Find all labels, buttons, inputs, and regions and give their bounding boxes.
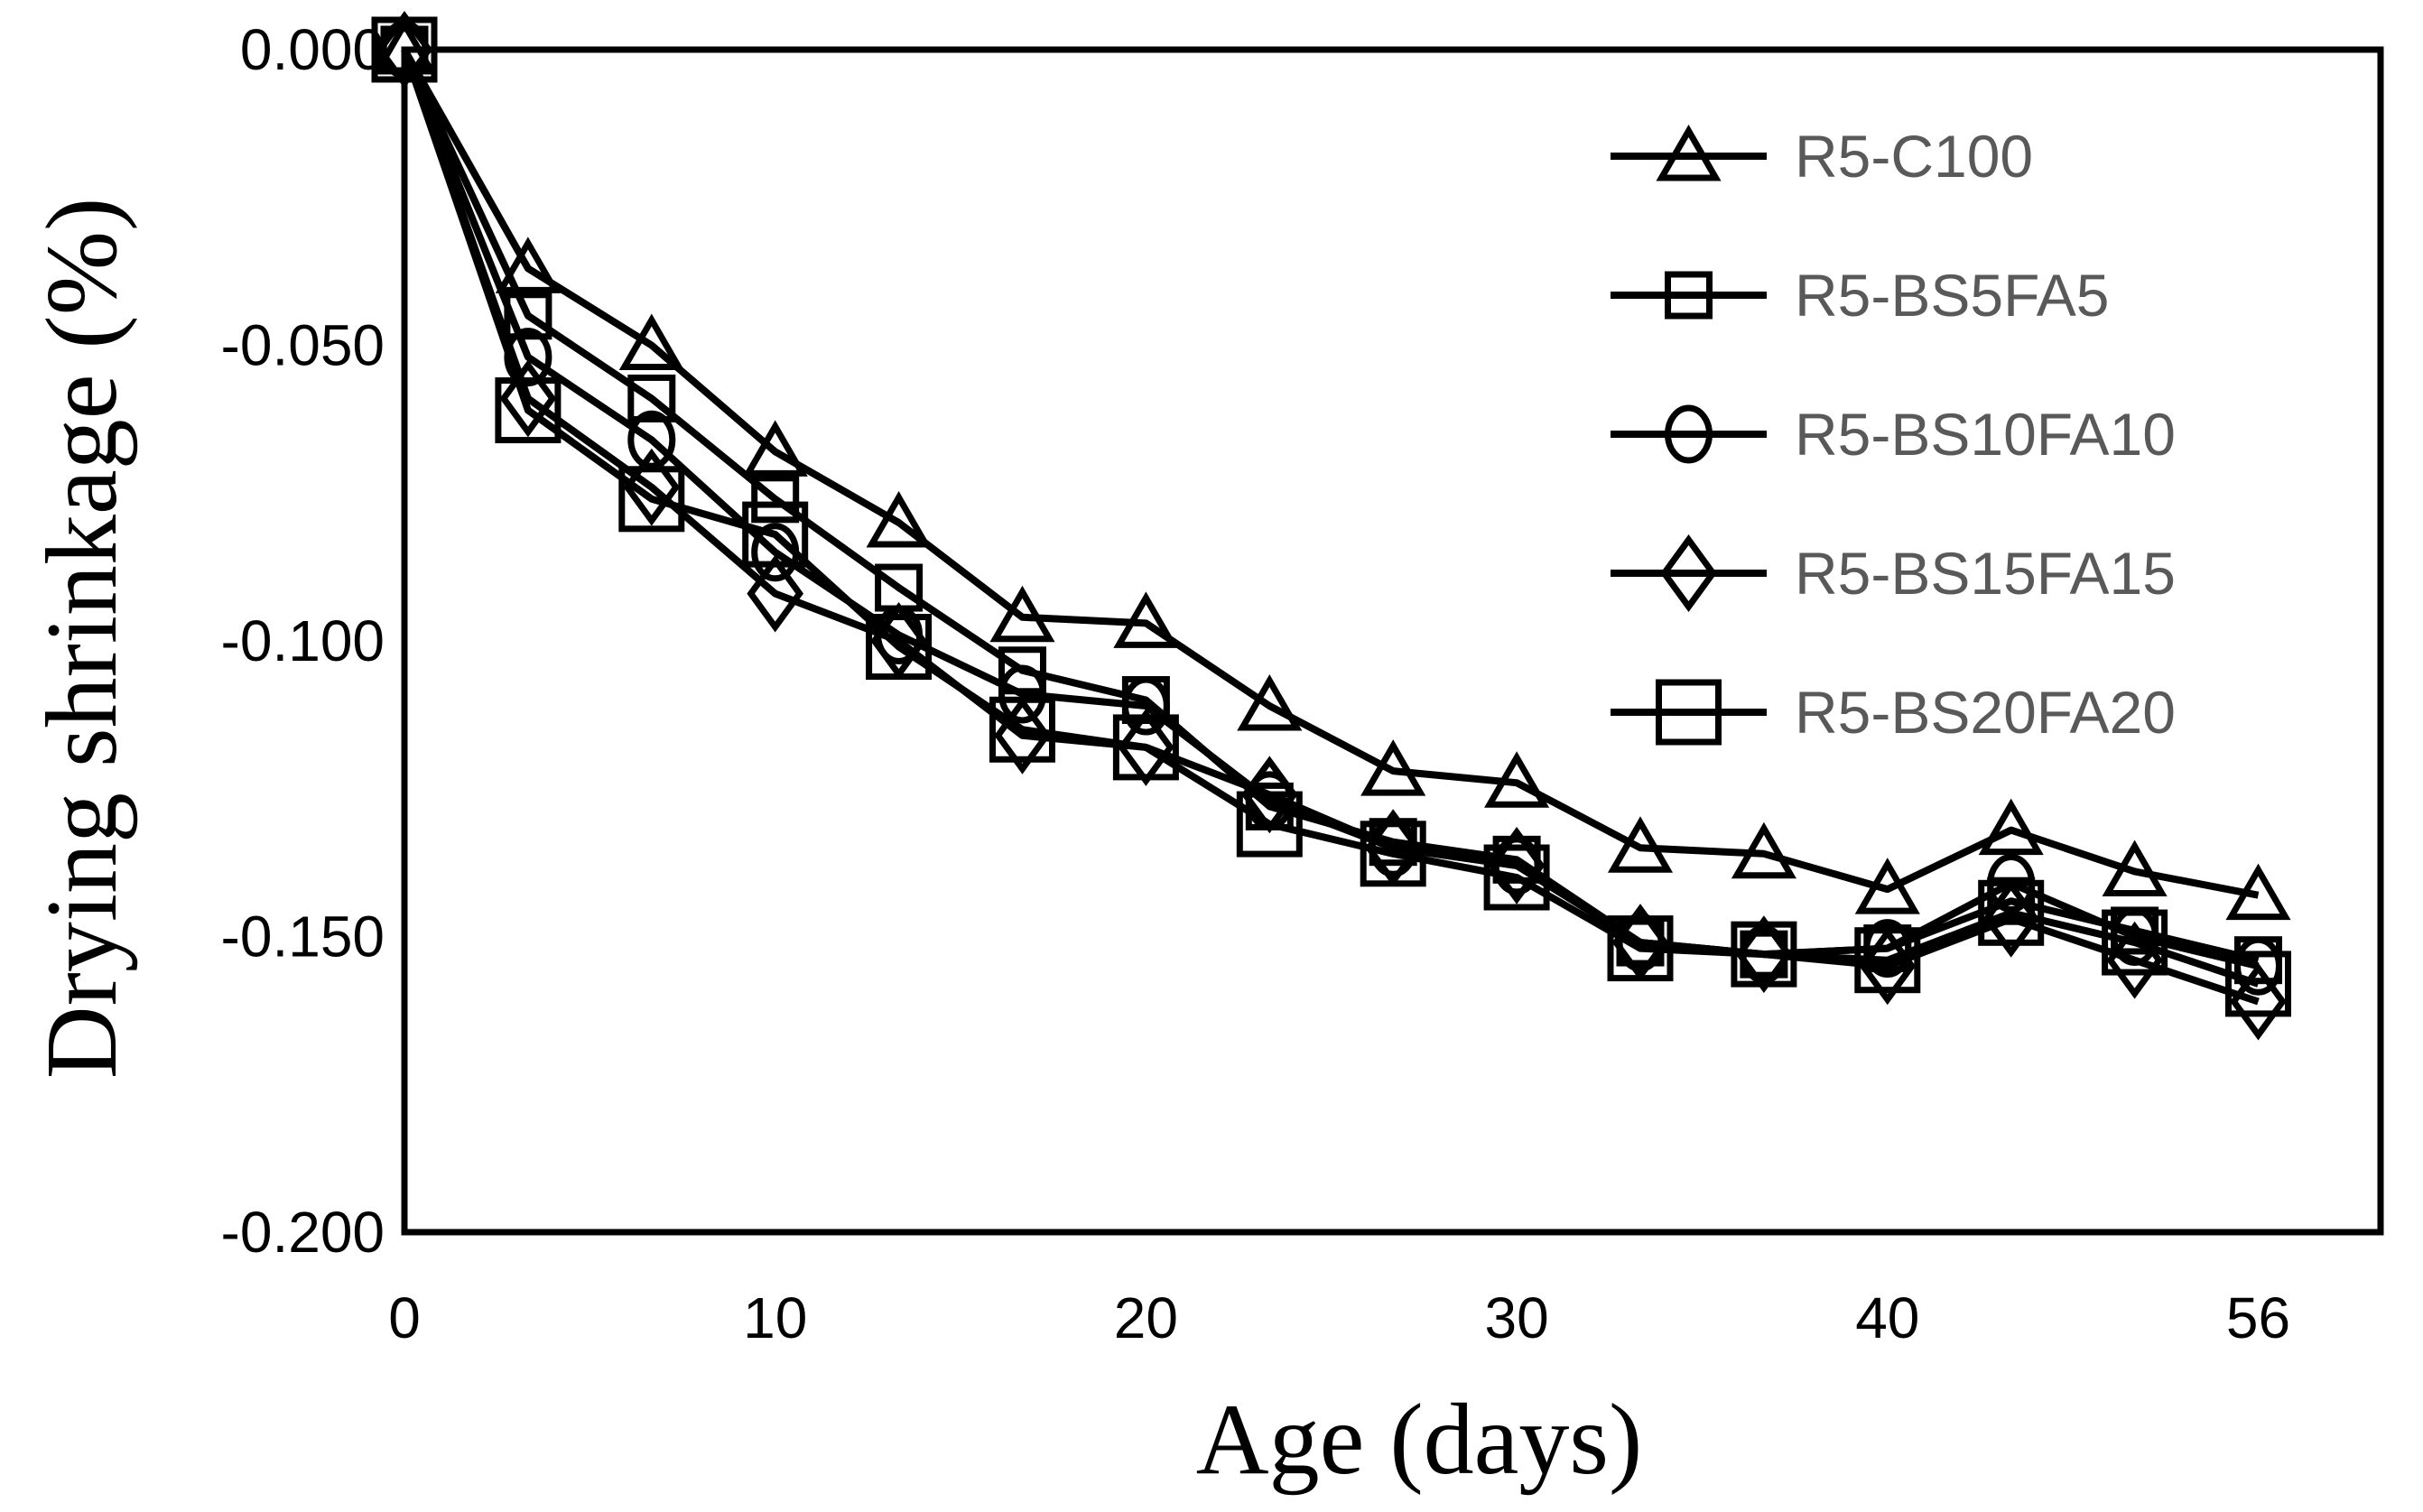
legend-label-R5-C100: R5-C100 [1795,123,2033,190]
square-large-marker [495,377,562,444]
square-large-marker [1978,879,2045,946]
series-line-R5-BS20FA20 [401,48,2260,988]
square-small-marker [627,374,676,422]
square-large-marker [2225,951,2291,1017]
triangle-marker [495,237,561,293]
triangle-marker [989,585,1055,643]
y-tick-label: -0.050 [221,313,385,378]
diamond-marker [1982,879,2040,958]
legend-label-R5-BS15FA15: R5-BS15FA15 [1795,540,2176,607]
y-tick-label: 0.000 [240,17,385,82]
square-large-marker [371,16,438,83]
y-tick-label: -0.200 [221,1200,385,1265]
square-large-marker [1854,927,1921,994]
y-axis-title: Drying shrinkage (%) [26,198,138,1080]
diamond-marker [994,696,1051,775]
diamond-marker [623,448,681,526]
circle-marker [998,664,1046,724]
diamond-marker [1660,534,1717,612]
triangle-marker [866,490,932,548]
square-large-marker [1360,821,1426,887]
diamond-marker [1488,826,1546,904]
square-large-marker [742,501,809,568]
circle-marker [1665,404,1713,464]
square-large-marker [1483,844,1550,911]
square-large-marker [989,696,1055,763]
legend-label-R5-BS10FA10: R5-BS10FA10 [1795,401,2176,468]
circle-marker [2234,936,2282,996]
circle-marker [1121,676,1170,736]
legend-label-R5-BS5FA5: R5-BS5FA5 [1795,262,2110,329]
diamond-marker [499,359,557,438]
diamond-marker [747,554,804,633]
triangle-marker [1484,751,1550,808]
x-tick-label: 40 [1855,1285,1919,1350]
x-axis-title: Age (days) [1196,1384,1642,1496]
triangle-marker [1237,674,1303,731]
square-large-marker [866,614,933,681]
diamond-marker [2230,962,2287,1041]
series-line-R5-BS15FA15 [401,48,2260,1006]
series-line-R5-C100 [401,48,2260,899]
square-large-marker [2102,909,2168,976]
y-tick-label: -0.100 [221,608,385,673]
y-tick-label: -0.150 [221,904,385,969]
triangle-marker [742,420,808,477]
diamond-marker [1118,708,1174,786]
square-small-marker [1665,271,1713,320]
diamond-marker [1735,915,1793,994]
triangle-marker [1113,591,1179,648]
legend-label-R5-BS20FA20: R5-BS20FA20 [1795,679,2176,746]
square-large-marker [1607,915,1674,982]
square-large-marker [1112,714,1179,781]
square-small-marker [504,292,552,340]
x-tick-label: 30 [1485,1285,1549,1350]
diamond-marker [376,11,433,88]
x-tick-label: 0 [388,1285,421,1350]
square-small-marker [751,475,800,524]
triangle-marker [1978,798,2044,856]
triangle-marker [2102,839,2168,896]
triangle-marker [1854,858,1920,914]
square-large-marker [1236,791,1303,858]
triangle-marker [2225,863,2291,921]
circle-marker [1863,919,1912,979]
square-large-marker [1656,679,1722,746]
triangle-marker [1360,739,1426,796]
x-tick-label: 10 [743,1285,807,1350]
triangle-marker [1607,816,1674,873]
plot-area-border [401,46,2384,1236]
square-large-marker [618,466,685,533]
x-tick-label: 20 [1114,1285,1178,1350]
x-tick-label: 56 [2226,1285,2290,1350]
diamond-marker [1240,756,1298,834]
triangle-marker [1656,124,1722,181]
square-large-marker [1731,921,1797,988]
triangle-marker [1731,821,1796,879]
triangle-marker [618,313,684,370]
